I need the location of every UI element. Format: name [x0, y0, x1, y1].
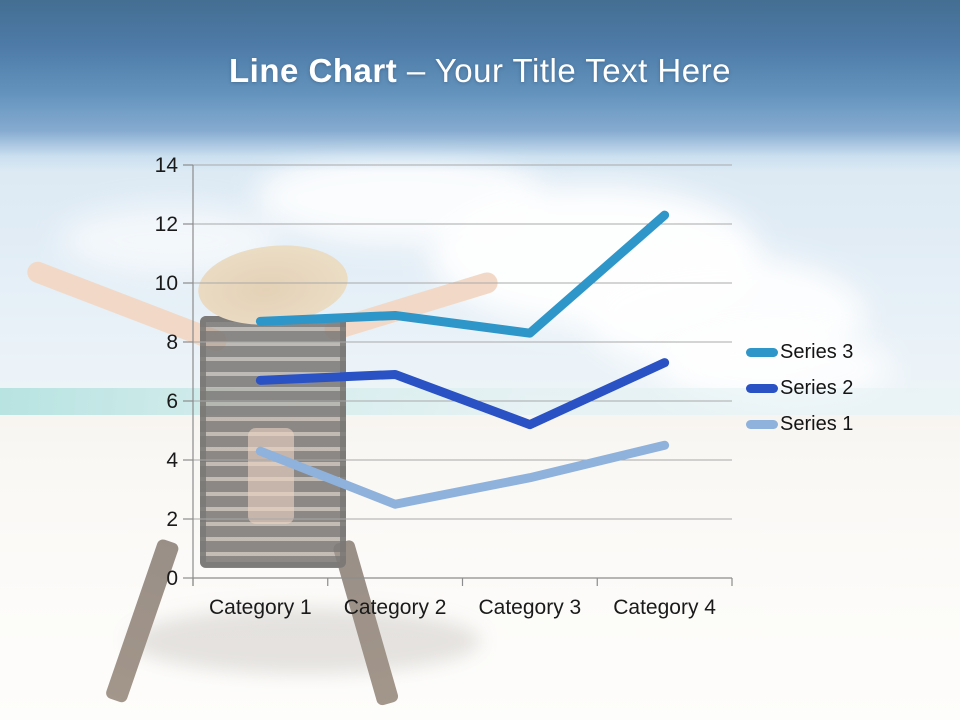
chart-legend: Series 3 Series 2 Series 1	[746, 334, 853, 442]
legend-line-marker-icon	[746, 419, 778, 429]
slide-title: Line Chart – Your Title Text Here	[0, 52, 960, 90]
slide-title-bold: Line Chart	[229, 52, 407, 89]
legend-label: Series 2	[780, 376, 854, 399]
chair-shadow	[130, 608, 480, 674]
legend-item: Series 2	[746, 370, 853, 406]
header-gradient	[0, 0, 960, 172]
legend-line-marker-icon	[746, 347, 778, 357]
legend-item: Series 3	[746, 334, 853, 370]
legend-item: Series 1	[746, 406, 853, 442]
legend-label: Series 1	[780, 412, 854, 435]
legend-line-marker-icon	[746, 383, 778, 393]
slide-title-rest: – Your Title Text Here	[406, 52, 731, 89]
legend-label: Series 3	[780, 340, 854, 363]
